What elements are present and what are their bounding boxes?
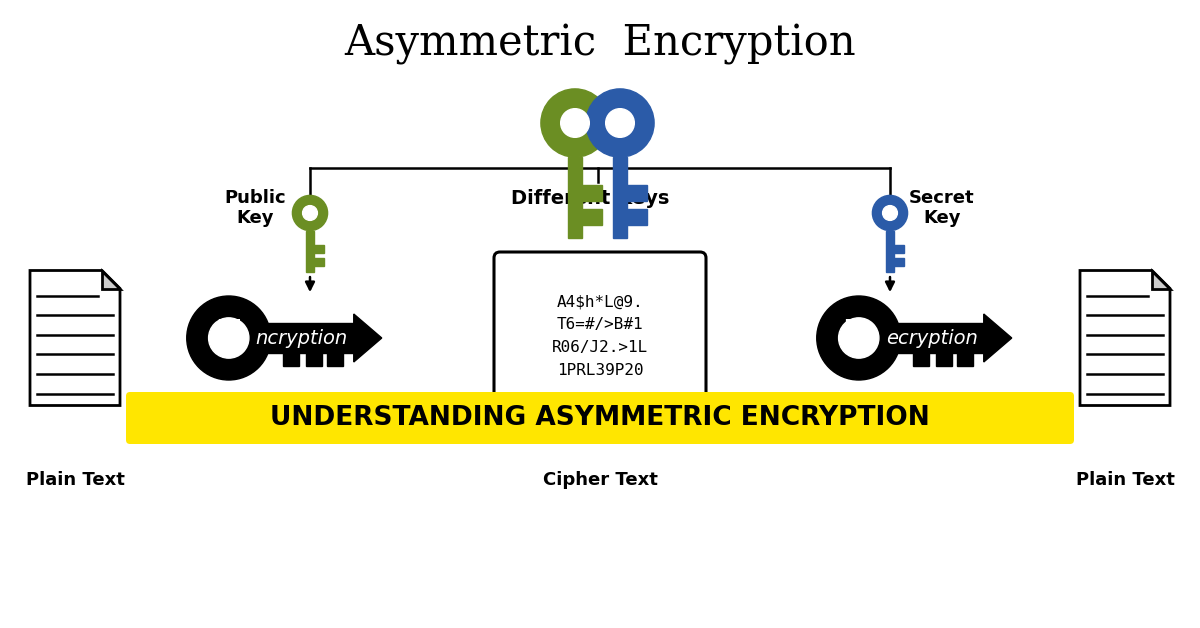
Circle shape [586, 89, 654, 157]
Polygon shape [283, 353, 299, 366]
Polygon shape [613, 157, 626, 238]
Polygon shape [1152, 271, 1170, 288]
Circle shape [606, 109, 635, 138]
Polygon shape [259, 323, 354, 353]
FancyBboxPatch shape [494, 252, 706, 424]
Polygon shape [102, 271, 120, 288]
Polygon shape [887, 230, 894, 272]
Polygon shape [626, 210, 647, 225]
Circle shape [187, 296, 271, 380]
Text: ncryption: ncryption [256, 328, 348, 347]
FancyBboxPatch shape [126, 392, 1074, 444]
Text: Asymmetric  Encryption: Asymmetric Encryption [344, 23, 856, 65]
Circle shape [817, 296, 901, 380]
Polygon shape [306, 353, 323, 366]
Polygon shape [568, 157, 582, 238]
Polygon shape [894, 245, 904, 253]
Circle shape [293, 195, 328, 230]
Text: D: D [841, 317, 876, 359]
Polygon shape [958, 353, 973, 366]
Circle shape [872, 195, 907, 230]
Polygon shape [354, 314, 382, 362]
Polygon shape [913, 353, 929, 366]
Circle shape [839, 318, 878, 358]
Text: Public
Key: Public Key [224, 188, 286, 227]
Polygon shape [984, 314, 1012, 362]
Text: Secret
Key: Secret Key [910, 188, 974, 227]
Circle shape [883, 205, 898, 220]
Circle shape [302, 205, 317, 220]
Polygon shape [1080, 271, 1170, 406]
Polygon shape [30, 271, 120, 406]
Polygon shape [328, 353, 343, 366]
Polygon shape [582, 210, 602, 225]
Circle shape [560, 109, 589, 138]
Polygon shape [889, 323, 984, 353]
Polygon shape [582, 185, 602, 201]
Text: A4$h*L@9.
T6=#/>B#1
R06/J2.>1L
1PRL39P20: A4$h*L@9. T6=#/>B#1 R06/J2.>1L 1PRL39P20 [552, 295, 648, 377]
Text: Different Keys: Different Keys [511, 188, 670, 207]
Text: ecryption: ecryption [886, 328, 978, 347]
Polygon shape [936, 353, 953, 366]
Circle shape [541, 89, 610, 157]
Polygon shape [313, 257, 324, 266]
Polygon shape [626, 185, 647, 201]
Polygon shape [894, 257, 904, 266]
Text: UNDERSTANDING ASYMMETRIC ENCRYPTION: UNDERSTANDING ASYMMETRIC ENCRYPTION [270, 405, 930, 431]
Text: Plain Text: Plain Text [25, 471, 125, 489]
Text: Plain Text: Plain Text [1075, 471, 1175, 489]
Circle shape [209, 318, 248, 358]
Text: E: E [215, 317, 242, 359]
Polygon shape [313, 245, 324, 253]
Text: Cipher Text: Cipher Text [542, 471, 658, 489]
Polygon shape [306, 230, 313, 272]
